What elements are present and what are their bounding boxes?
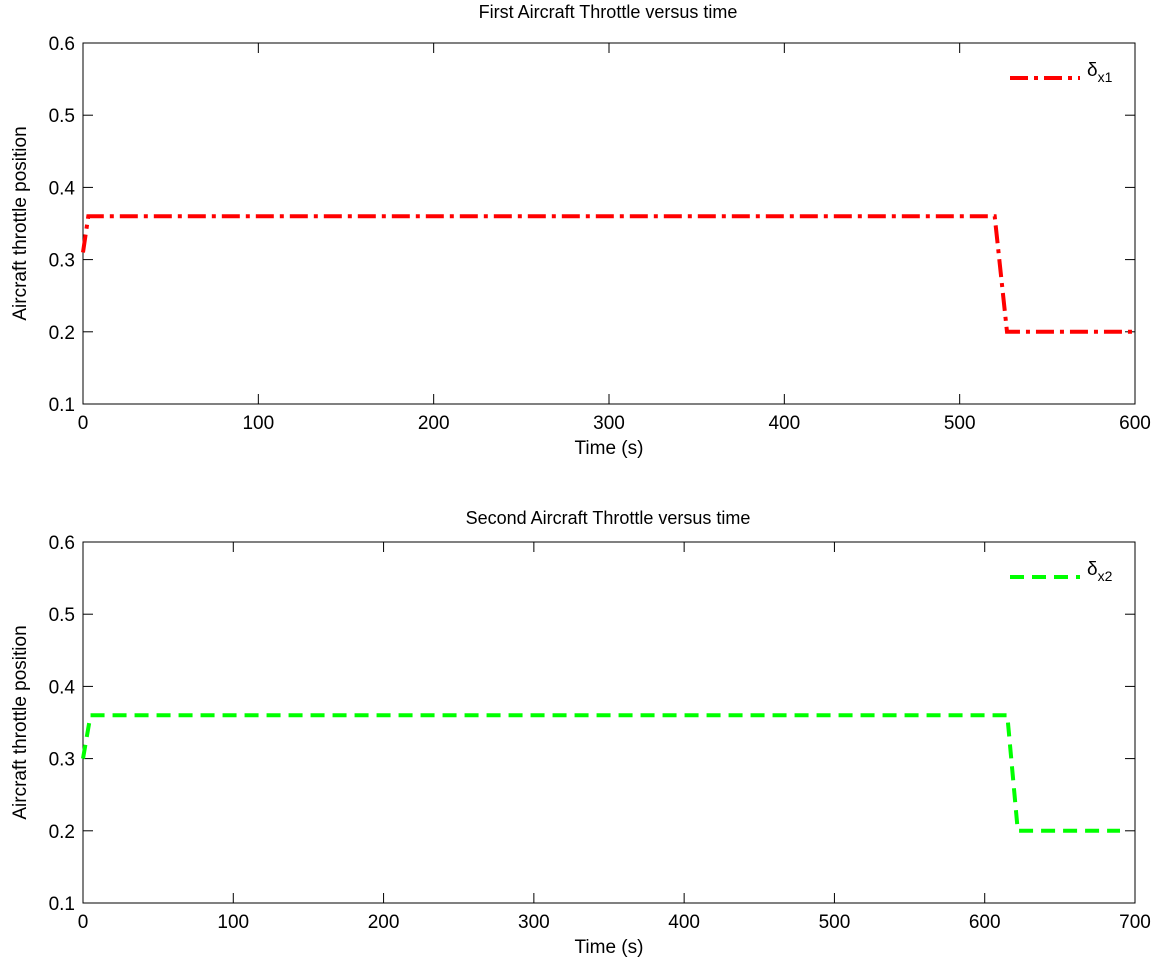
x-tick-label: 200 — [418, 413, 450, 434]
axis-ticks: 0 100 200 300 400 500 600 700 0.1 0.2 0.3 0.4 0.5 0.6 — [49, 533, 1151, 933]
legend-subscript: x2 — [1098, 568, 1113, 584]
x-axis-label: Time (s) — [575, 937, 644, 958]
y-tick-label: 0.5 — [49, 106, 75, 127]
chart-second-aircraft-throttle: Second Aircraft Throttle versus time 0 10… — [10, 508, 1151, 958]
x-tick-label: 300 — [518, 912, 550, 933]
x-tick-label: 0 — [78, 912, 89, 933]
x-tick-label: 0 — [78, 413, 89, 434]
x-tick-label: 600 — [969, 912, 1001, 933]
y-tick-label: 0.5 — [49, 605, 75, 626]
x-axis-label: Time (s) — [575, 438, 644, 459]
y-tick-label: 0.4 — [49, 178, 76, 199]
legend-label-x1: δx1 — [1087, 60, 1113, 85]
x-tick-label: 600 — [1119, 413, 1151, 434]
legend-symbol: δ — [1087, 60, 1098, 81]
x-tick-label: 700 — [1119, 912, 1151, 933]
y-tick-label: 0.6 — [49, 533, 75, 554]
y-tick-label: 0.6 — [49, 34, 75, 55]
plot-area — [82, 42, 1136, 405]
chart-title: Second Aircraft Throttle versus time — [466, 508, 751, 528]
data-lines — [81, 214, 1135, 334]
x-tick-label: 300 — [593, 413, 625, 434]
y-tick-label: 0.1 — [49, 894, 75, 915]
y-tick-label: 0.2 — [49, 323, 75, 344]
plot-area — [82, 541, 1136, 904]
legend: δx2 — [1010, 559, 1113, 584]
legend-label-x2: δx2 — [1087, 559, 1113, 584]
y-axis-label: Aircraft throttle position — [10, 625, 31, 819]
legend: δx1 — [1010, 60, 1113, 85]
data-lines — [81, 713, 1120, 833]
y-tick-label: 0.4 — [49, 677, 76, 698]
y-tick-label: 0.2 — [49, 822, 75, 843]
legend-symbol: δ — [1087, 559, 1098, 580]
series-line-x2 — [81, 713, 1120, 833]
y-axis-label: Aircraft throttle position — [10, 126, 31, 320]
x-tick-label: 500 — [944, 413, 976, 434]
chart-title: First Aircraft Throttle versus time — [479, 2, 738, 22]
y-tick-label: 0.1 — [49, 395, 75, 416]
chart-first-aircraft-throttle: First Aircraft Throttle versus time 0 100… — [10, 2, 1151, 459]
x-tick-label: 400 — [768, 413, 800, 434]
series-line-x1 — [81, 214, 1135, 334]
x-tick-label: 100 — [217, 912, 249, 933]
x-tick-label: 200 — [368, 912, 400, 933]
axis-ticks: 0 100 200 300 400 500 600 0.1 0.2 0.3 0.4 0.5 0.6 — [49, 34, 1151, 434]
x-tick-label: 100 — [242, 413, 274, 434]
x-tick-label: 500 — [819, 912, 851, 933]
x-tick-label: 400 — [668, 912, 700, 933]
y-tick-label: 0.3 — [49, 750, 75, 771]
legend-subscript: x1 — [1098, 69, 1113, 85]
y-tick-label: 0.3 — [49, 251, 75, 272]
